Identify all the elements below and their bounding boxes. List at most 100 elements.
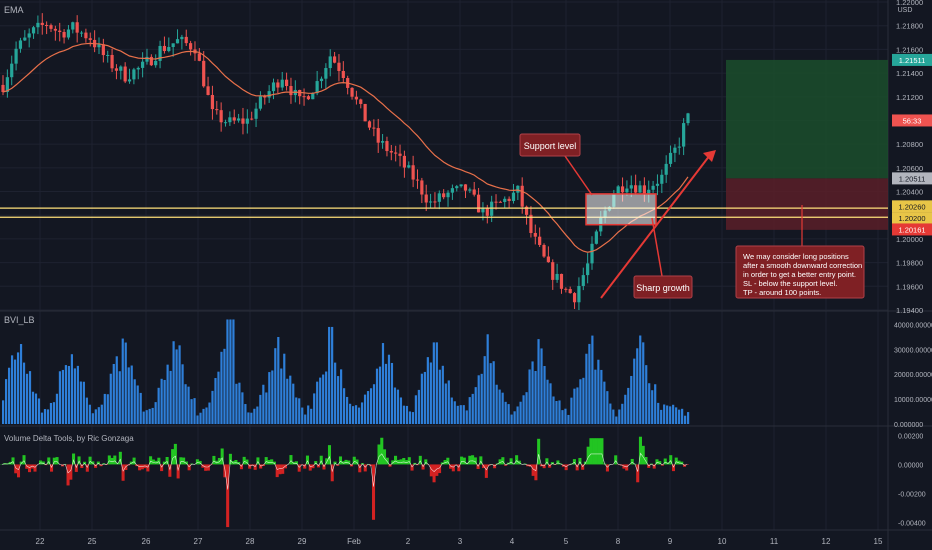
volume-bar bbox=[462, 405, 465, 424]
candle-body bbox=[428, 201, 433, 203]
take-profit-zone[interactable] bbox=[726, 59, 888, 179]
volume-bar bbox=[154, 402, 157, 424]
volume-bar bbox=[618, 409, 621, 424]
volume-bar bbox=[334, 362, 337, 424]
candle-body bbox=[324, 68, 328, 79]
volume-bar bbox=[61, 369, 65, 424]
volume-bar bbox=[399, 397, 403, 424]
volume-bar bbox=[351, 406, 355, 424]
delta-signal-line bbox=[1, 452, 688, 490]
volume-bar bbox=[363, 394, 367, 424]
time-tick-label: 11 bbox=[770, 537, 779, 546]
volume-bar bbox=[73, 368, 76, 424]
price-pane[interactable]: Support level Sharp growth We may consid… bbox=[0, 5, 888, 311]
candle-body bbox=[555, 273, 559, 280]
delta-tick-label: 0.00000 bbox=[898, 462, 923, 469]
time-axis[interactable]: 22 25 26 27 28 29 Feb 2 3 4 5 8 9 10 11 12 15 bbox=[36, 537, 883, 546]
volume-bar bbox=[609, 403, 612, 424]
candle-body bbox=[524, 206, 529, 215]
volume-bar bbox=[283, 353, 286, 424]
candle-body bbox=[210, 94, 215, 110]
candlestick-series bbox=[1, 13, 690, 311]
volume-bar bbox=[4, 379, 8, 424]
candle-body bbox=[132, 69, 136, 80]
volume-pane[interactable]: BVI_LB bbox=[2, 315, 690, 424]
candle-body bbox=[433, 201, 437, 203]
volume-bar bbox=[223, 348, 226, 424]
volume-bar bbox=[651, 390, 654, 424]
volume-bar bbox=[498, 389, 501, 424]
volume-bar bbox=[480, 373, 483, 424]
delta-tick-label: -0.00200 bbox=[898, 492, 926, 499]
volume-bar bbox=[624, 394, 627, 424]
volume-bar bbox=[687, 412, 690, 424]
sharp-growth-callout[interactable]: Sharp growth bbox=[633, 275, 693, 299]
price-tick-label: 1.20800 bbox=[896, 140, 923, 149]
price-badge-text-lower: 1.20200 bbox=[898, 214, 925, 223]
volume-bar bbox=[46, 409, 50, 424]
volume-bar bbox=[184, 384, 187, 424]
volume-bar bbox=[88, 404, 91, 424]
note-line-5: TP - around 100 points. bbox=[743, 288, 821, 297]
volume-bar bbox=[426, 357, 429, 424]
candle-body bbox=[629, 185, 633, 189]
volume-bar bbox=[444, 383, 447, 424]
volume-bar bbox=[459, 405, 462, 424]
volume-bar bbox=[468, 397, 471, 424]
volume-bar bbox=[549, 383, 552, 424]
volume-bar bbox=[615, 416, 618, 424]
trade-note-callout[interactable]: We may consider long positions after a s… bbox=[735, 245, 865, 299]
candle-body bbox=[23, 37, 27, 41]
candle-body bbox=[354, 96, 359, 100]
time-tick-label: 10 bbox=[718, 537, 727, 546]
candle-body bbox=[228, 117, 232, 123]
candle-body bbox=[58, 30, 62, 32]
volume-bar bbox=[205, 407, 208, 424]
time-tick-label: 3 bbox=[458, 537, 463, 546]
candle-body bbox=[31, 27, 36, 34]
candle-body bbox=[175, 39, 180, 44]
volume-bar bbox=[393, 387, 397, 424]
candle-body bbox=[407, 165, 411, 168]
candle-body bbox=[389, 151, 393, 153]
candle-body bbox=[136, 67, 140, 70]
volume-bar bbox=[187, 386, 190, 424]
volume-axis[interactable]: 40000.000000 30000.000000 20000.000000 1000… bbox=[894, 322, 932, 429]
volume-bar bbox=[582, 377, 585, 424]
volume-bar bbox=[489, 363, 492, 424]
volume-tick-label: 0.000000 bbox=[894, 422, 923, 429]
stop-loss-zone[interactable] bbox=[726, 178, 888, 230]
candle-body bbox=[673, 147, 677, 153]
volume-bar bbox=[654, 384, 657, 424]
volume-bar bbox=[429, 362, 432, 424]
candle-body bbox=[88, 38, 92, 40]
candle-body bbox=[542, 244, 546, 257]
volume-bar bbox=[145, 410, 148, 424]
candle-body bbox=[586, 263, 590, 276]
volume-bar bbox=[420, 373, 423, 424]
price-badge-text-sl: 1.20161 bbox=[898, 225, 925, 234]
time-tick-label: 2 bbox=[406, 537, 411, 546]
volume-bar bbox=[130, 365, 133, 424]
candle-body bbox=[498, 201, 502, 203]
candle-body bbox=[385, 141, 389, 152]
support-zone-box[interactable] bbox=[585, 193, 657, 226]
delta-pane-label: Volume Delta Tools, by Ric Gonzaga bbox=[4, 434, 134, 443]
price-tick-label: 1.20000 bbox=[896, 235, 923, 244]
volume-bar bbox=[217, 371, 220, 424]
delta-pane[interactable]: Volume Delta Tools, by Ric Gonzaga bbox=[0, 434, 689, 528]
volume-bar bbox=[199, 412, 202, 424]
volume-bar bbox=[91, 413, 94, 424]
note-callout-box bbox=[735, 245, 865, 299]
volume-bar bbox=[172, 341, 175, 424]
volume-bar bbox=[13, 359, 17, 424]
volume-bar bbox=[348, 403, 352, 424]
support-level-callout[interactable]: Support level bbox=[519, 133, 581, 157]
volume-bar bbox=[211, 390, 214, 424]
candle-body bbox=[284, 79, 289, 87]
volume-tick-label: 20000.000000 bbox=[894, 372, 932, 379]
delta-axis[interactable]: 0.00200 0.00000 -0.00200 -0.00400 bbox=[898, 433, 926, 527]
volume-bar bbox=[465, 410, 468, 424]
candle-body bbox=[119, 66, 123, 71]
